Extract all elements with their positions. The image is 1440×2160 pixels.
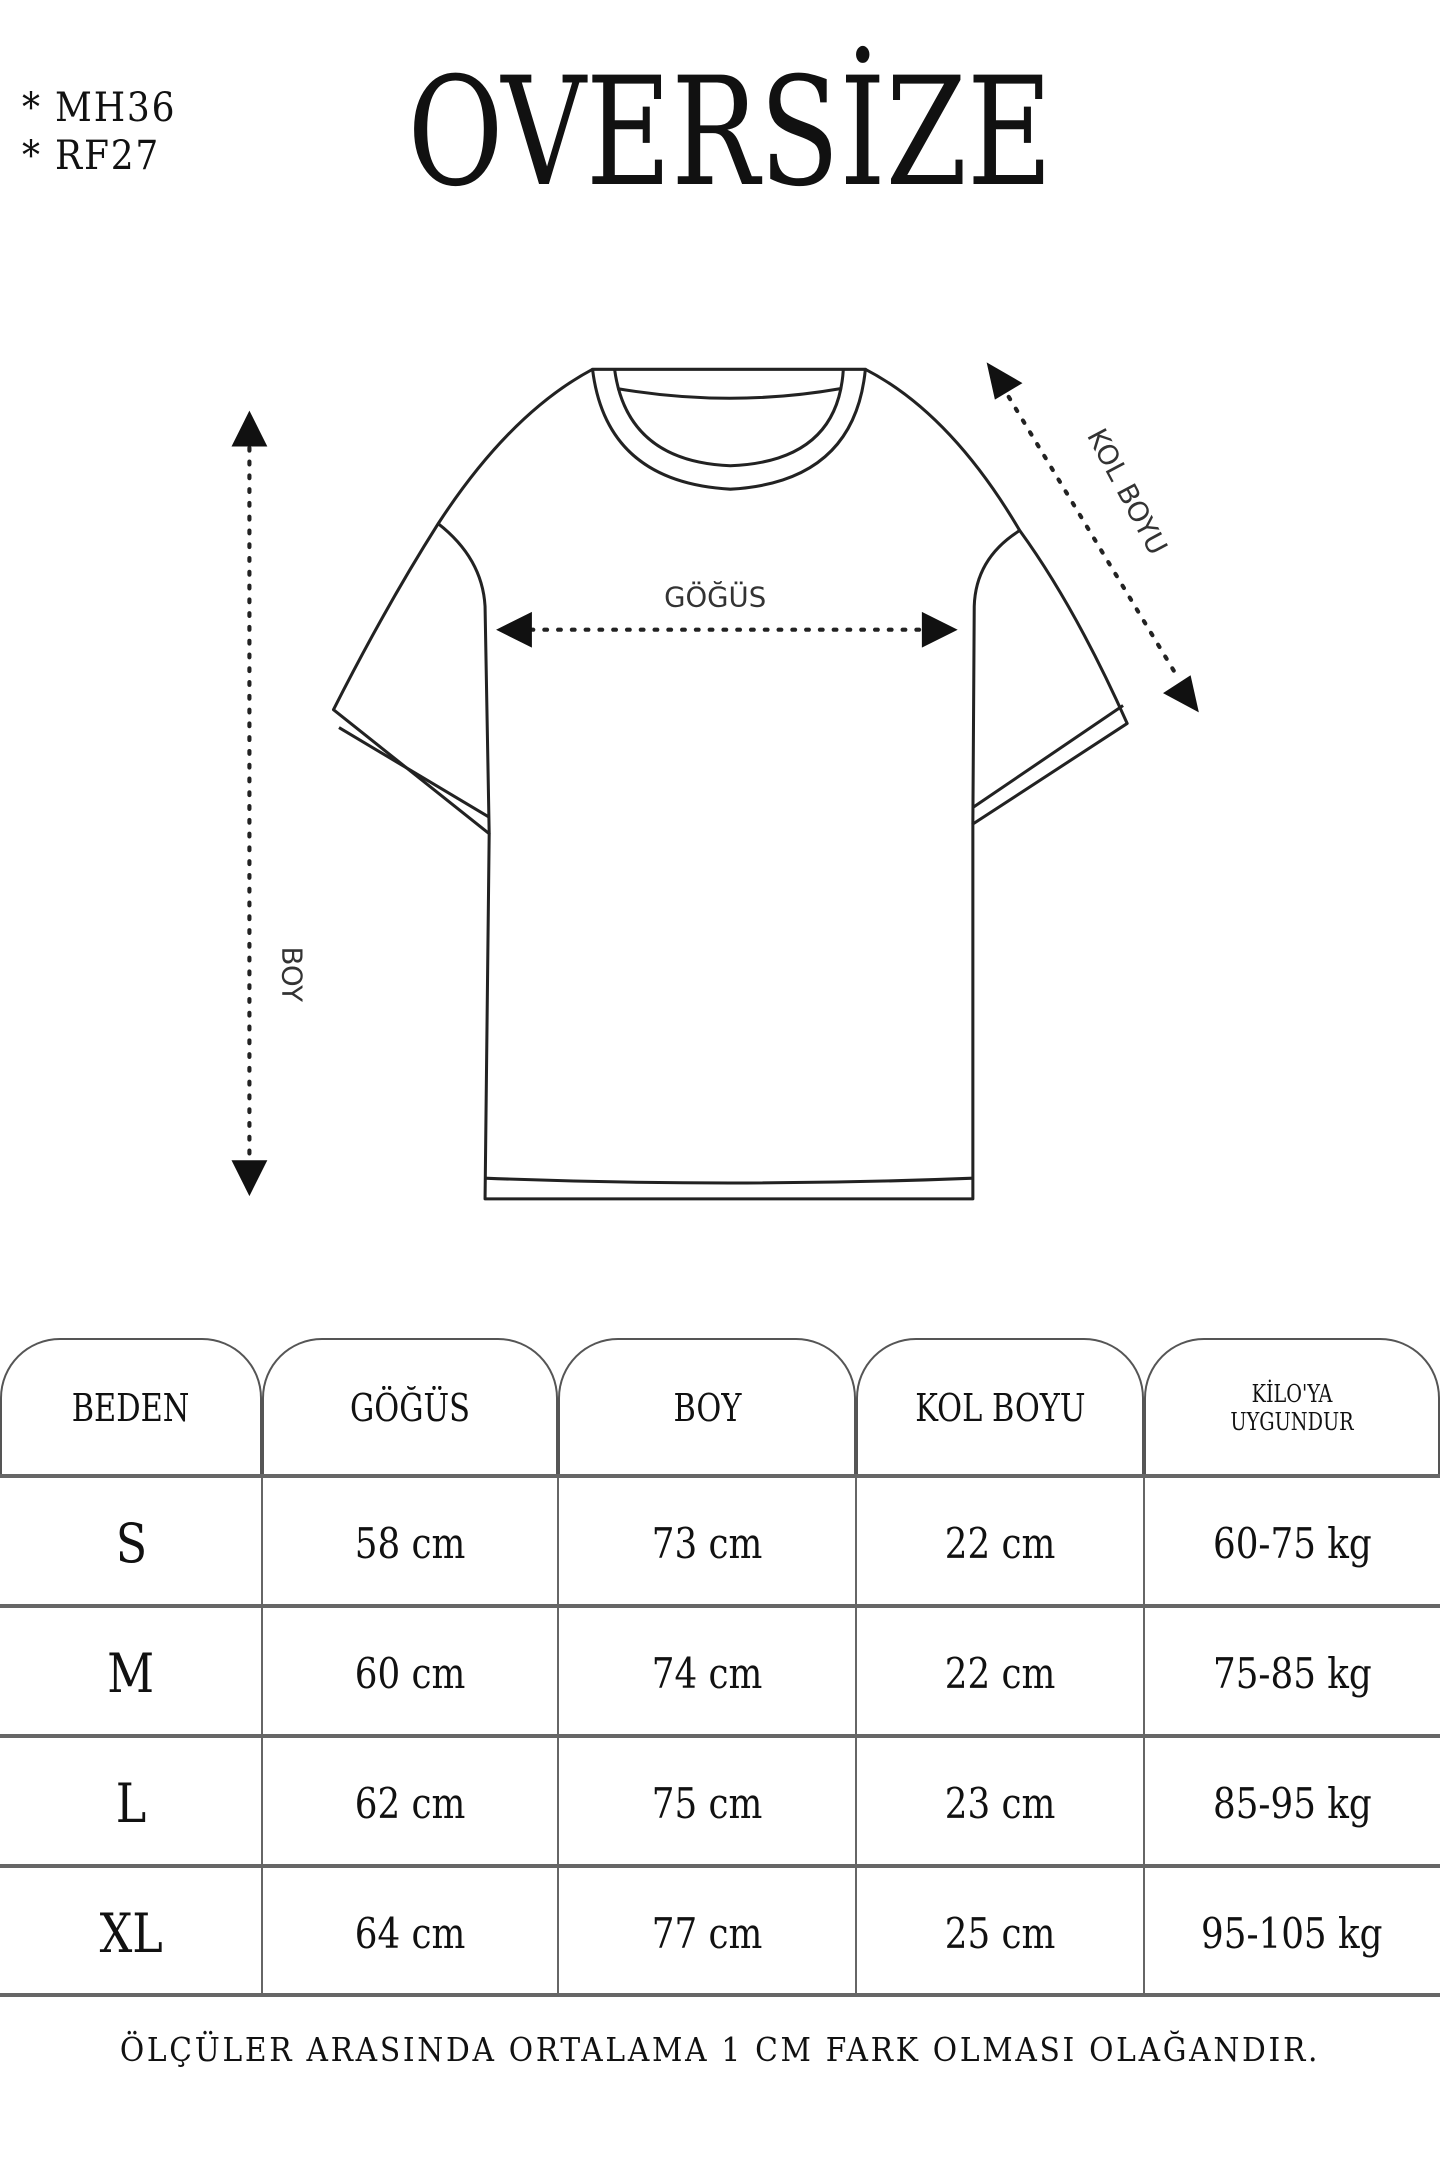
divider: [1143, 1476, 1145, 1996]
code-line: * RF27: [22, 133, 161, 179]
cell-value: 75-85 kg: [1212, 1648, 1372, 1698]
hem-band: [484, 1176, 973, 1185]
right-armhole: [971, 529, 1021, 825]
cell-value: L: [115, 1771, 147, 1835]
cell-value: 62 cm: [354, 1778, 466, 1828]
cell-value: 64 cm: [354, 1908, 466, 1958]
table-cell: 95-105 kg: [1144, 1868, 1440, 1998]
cell-value: 25 cm: [944, 1908, 1056, 1958]
table-cell: 22 cm: [856, 1478, 1144, 1608]
page-title: OVERSİZE: [407, 46, 1053, 220]
divider: [261, 1476, 263, 1996]
arrow-down-icon: [231, 1160, 268, 1197]
sleeve-dotted-line: [1006, 394, 1181, 681]
header-kol-boyu: KOL BOYU: [856, 1338, 1144, 1476]
cell-value: 95-105 kg: [1201, 1908, 1383, 1958]
table-cell: 23 cm: [856, 1738, 1144, 1868]
table-cell: 73 cm: [558, 1478, 856, 1608]
cell-value: 77 cm: [651, 1908, 763, 1958]
cell-value: 75 cm: [651, 1778, 763, 1828]
arrow-up-left-icon: [986, 362, 1023, 400]
table-cell: 64 cm: [262, 1868, 558, 1998]
divider: [855, 1476, 857, 1996]
size-cell: S: [0, 1478, 262, 1608]
divider: [0, 1474, 1440, 1478]
length-label: BOY: [275, 947, 307, 1003]
divider: [557, 1476, 559, 1996]
cell-value: 58 cm: [354, 1518, 466, 1568]
footer-note: ÖLÇÜLER ARASINDA ORTALAMA 1 CM FARK OLMA…: [119, 2030, 1321, 2069]
left-cuff: [338, 726, 490, 819]
cell-value: 23 cm: [944, 1778, 1056, 1828]
cell-value: M: [107, 1641, 155, 1705]
table-cell: 62 cm: [262, 1738, 558, 1868]
shirt-outline: [331, 367, 1129, 1201]
cell-value: 74 cm: [651, 1648, 763, 1698]
table-cell: 77 cm: [558, 1868, 856, 1998]
size-cell: L: [0, 1738, 262, 1868]
collar-outer: [591, 367, 867, 491]
table-cell: 60-75 kg: [1144, 1478, 1440, 1608]
table-cell: 25 cm: [856, 1868, 1144, 1998]
table-cell: 75-85 kg: [1144, 1608, 1440, 1738]
table-cell: 22 cm: [856, 1608, 1144, 1738]
table-cell: 60 cm: [262, 1608, 558, 1738]
header-beden: BEDEN: [0, 1338, 262, 1476]
code-line: * MH36: [22, 85, 177, 131]
divider: [0, 1604, 1440, 1608]
header-gogus: GÖĞÜS: [262, 1338, 558, 1476]
cell-value: 85-95 kg: [1212, 1778, 1372, 1828]
cell-value: 22 cm: [944, 1648, 1056, 1698]
table-cell: 58 cm: [262, 1478, 558, 1608]
divider: [0, 1864, 1440, 1868]
header-kilo: KİLO'YA UYGUNDUR: [1144, 1338, 1440, 1476]
product-codes: * MH36 * RF27: [22, 84, 176, 180]
cell-value: S: [115, 1511, 147, 1575]
chest-label: GÖĞÜS: [664, 579, 766, 613]
divider: [0, 1734, 1440, 1738]
left-armhole: [437, 522, 491, 834]
cell-value: 22 cm: [944, 1518, 1056, 1568]
table-cell: 85-95 kg: [1144, 1738, 1440, 1868]
arrow-down-right-icon: [1163, 675, 1199, 713]
divider: [0, 1993, 1440, 1997]
arrow-up-icon: [231, 410, 268, 447]
size-cell: M: [0, 1608, 262, 1738]
arrow-left-icon: [496, 611, 532, 648]
cell-value: 73 cm: [651, 1518, 763, 1568]
right-cuff: [972, 704, 1124, 809]
cell-value: XL: [99, 1901, 163, 1965]
size-cell: XL: [0, 1868, 262, 1998]
collar-inner: [613, 369, 845, 468]
cell-value: 60 cm: [354, 1648, 466, 1698]
arrow-right-icon: [921, 611, 958, 648]
table-cell: 75 cm: [558, 1738, 856, 1868]
header-boy: BOY: [558, 1338, 856, 1476]
table-cell: 74 cm: [558, 1608, 856, 1738]
cell-value: 60-75 kg: [1212, 1518, 1372, 1568]
